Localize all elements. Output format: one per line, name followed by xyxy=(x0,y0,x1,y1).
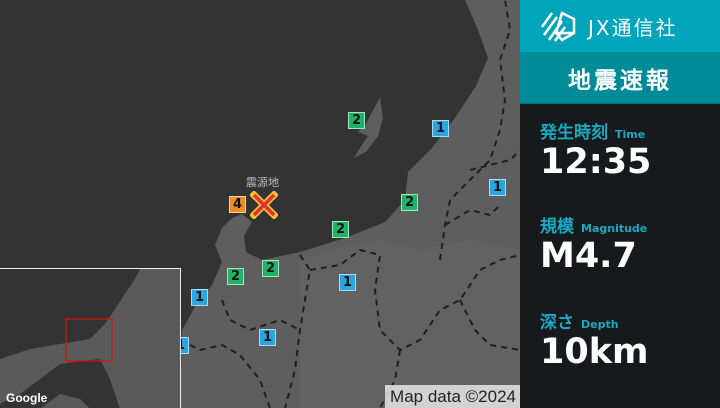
intensity-marker[interactable]: 1 xyxy=(339,274,356,291)
info-label: 深さ xyxy=(540,313,574,333)
overview-inset-map[interactable]: Google xyxy=(0,268,181,408)
info-value: M4.7 xyxy=(540,236,637,276)
map-attribution[interactable]: Map data ©2024 xyxy=(385,385,520,408)
panel-title: 地震速報 xyxy=(520,52,720,104)
jx-logo-icon xyxy=(540,11,576,42)
info-panel: JX通信社 地震速報 発生時刻 Time 12:35 規模 Magnitude M4.7 深… xyxy=(520,0,720,408)
intensity-marker[interactable]: 2 xyxy=(332,221,349,238)
intensity-marker[interactable]: 1 xyxy=(191,289,208,306)
info-sublabel: Depth xyxy=(581,318,619,331)
info-value: 10km xyxy=(540,332,649,372)
intensity-marker[interactable]: 2 xyxy=(348,112,365,129)
intensity-marker[interactable]: 1 xyxy=(259,329,276,346)
info-section-time: 発生時刻 Time 12:35 xyxy=(520,118,651,182)
info-section-depth: 深さ Depth 10km xyxy=(520,308,648,372)
intensity-marker[interactable]: 1 xyxy=(432,120,449,137)
google-logo: Google xyxy=(6,391,48,405)
info-section-magnitude: 規模 Magnitude M4.7 xyxy=(520,212,647,276)
info-label: 発生時刻 xyxy=(540,123,608,143)
info-value: 12:35 xyxy=(540,142,652,182)
epicenter-label: 震源地 xyxy=(246,176,279,189)
intensity-marker[interactable]: 2 xyxy=(262,260,279,277)
brand-header: JX通信社 xyxy=(520,0,720,52)
inset-land xyxy=(0,269,180,408)
map[interactable]: 211222211141 震源地 Google Map data ©2024 xyxy=(0,0,520,408)
info-sublabel: Time xyxy=(615,128,646,141)
intensity-marker[interactable]: 1 xyxy=(489,179,506,196)
brand-name: JX通信社 xyxy=(588,15,678,40)
epicenter-x-icon xyxy=(250,191,278,219)
info-sublabel: Magnitude xyxy=(581,222,648,235)
intensity-marker[interactable]: 2 xyxy=(227,268,244,285)
intensity-marker[interactable]: 2 xyxy=(401,194,418,211)
info-label: 規模 xyxy=(540,217,574,237)
intensity-marker[interactable]: 4 xyxy=(229,196,246,213)
